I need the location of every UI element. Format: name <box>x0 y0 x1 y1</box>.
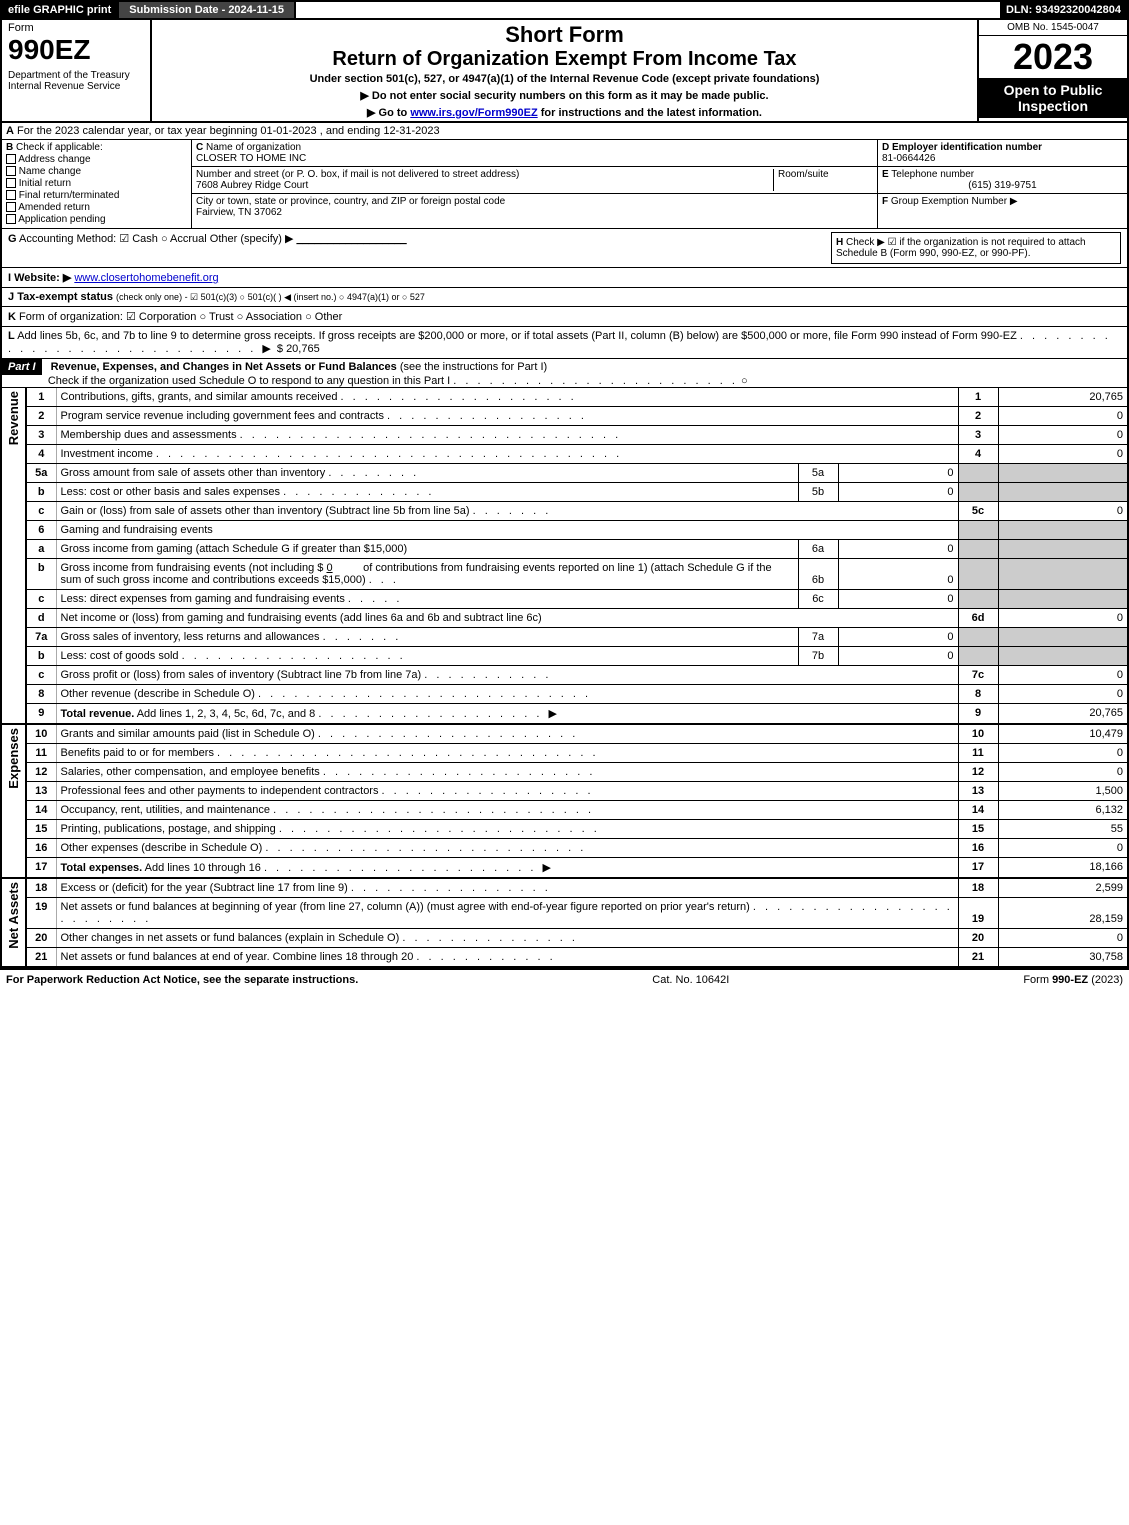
form-of-org-opts[interactable]: ☑ Corporation ○ Trust ○ Association ○ Ot… <box>126 311 342 323</box>
line-6d: d Net income or (loss) from gaming and f… <box>1 609 1128 628</box>
line-21: 21Net assets or fund balances at end of … <box>1 948 1128 968</box>
section-b: B Check if applicable: Address change Na… <box>2 140 192 228</box>
expenses-table: Expenses 10 Grants and similar amounts p… <box>0 725 1129 879</box>
footer-right: Form 990-EZ (2023) <box>1023 974 1123 986</box>
line-5b: b Less: cost or other basis and sales ex… <box>1 483 1128 502</box>
line-7a: 7a Gross sales of inventory, less return… <box>1 628 1128 647</box>
telephone: (615) 319-9751 <box>882 180 1123 191</box>
gross-receipts: $ 20,765 <box>277 343 320 355</box>
line-11: 11Benefits paid to or for members . . . … <box>1 744 1128 763</box>
line-6a: a Gross income from gaming (attach Sched… <box>1 540 1128 559</box>
line-8: 8 Other revenue (describe in Schedule O)… <box>1 685 1128 704</box>
line-1: Revenue 1 Contributions, gifts, grants, … <box>1 388 1128 407</box>
title-block: Short Form Return of Organization Exempt… <box>152 20 977 121</box>
omb-number: OMB No. 1545-0047 <box>979 20 1127 36</box>
accounting-method-opts[interactable]: ☑ Cash ○ Accrual Other (specify) ▶ <box>119 233 293 245</box>
section-g-h: G Accounting Method: ☑ Cash ○ Accrual Ot… <box>0 229 1129 268</box>
form-number: 990EZ <box>8 34 144 66</box>
chk-address-change[interactable]: Address change <box>6 154 187 165</box>
section-a-label: A <box>6 125 14 137</box>
right-block: OMB No. 1545-0047 2023 Open to Public In… <box>977 20 1127 121</box>
line-19: 19Net assets or fund balances at beginni… <box>1 898 1128 929</box>
title-line1: Short Form <box>156 22 973 48</box>
section-e: E Telephone number (615) 319-9751 <box>878 167 1127 194</box>
line-1-amt: 20,765 <box>998 388 1128 407</box>
chk-application-pending[interactable]: Application pending <box>6 214 187 225</box>
ein: 81-0664426 <box>882 153 935 164</box>
tax-year: 2023 <box>979 36 1127 78</box>
section-f: F Group Exemption Number ▶ <box>878 194 1127 209</box>
dept-label: Department of the Treasury Internal Reve… <box>8 70 144 92</box>
line-18: Net Assets 18Excess or (deficit) for the… <box>1 879 1128 898</box>
line-10: Expenses 10 Grants and similar amounts p… <box>1 725 1128 744</box>
efile-label[interactable]: efile GRAPHIC print <box>2 2 117 18</box>
org-name: CLOSER TO HOME INC <box>196 153 306 164</box>
org-name-row: C Name of organization CLOSER TO HOME IN… <box>192 140 877 167</box>
chk-name-change[interactable]: Name change <box>6 166 187 177</box>
page-footer: For Paperwork Reduction Act Notice, see … <box>0 968 1129 990</box>
section-k: K Form of organization: ☑ Corporation ○ … <box>0 307 1129 327</box>
dln: DLN: 93492320042804 <box>1000 2 1127 18</box>
line-9: 9 Total revenue. Add lines 1, 2, 3, 4, 5… <box>1 704 1128 725</box>
line-6c: c Less: direct expenses from gaming and … <box>1 590 1128 609</box>
city-state-zip: Fairview, TN 37062 <box>196 207 282 218</box>
section-j: J Tax-exempt status (check only one) - ☑… <box>0 288 1129 307</box>
subtitle: Under section 501(c), 527, or 4947(a)(1)… <box>156 73 973 85</box>
form-label: Form <box>8 22 144 34</box>
section-h: H Check ▶ ☑ if the organization is not r… <box>831 232 1121 264</box>
chk-initial-return[interactable]: Initial return <box>6 178 187 189</box>
chk-amended-return[interactable]: Amended return <box>6 202 187 213</box>
line-13: 13Professional fees and other payments t… <box>1 782 1128 801</box>
line-16: 16Other expenses (describe in Schedule O… <box>1 839 1128 858</box>
footer-left: For Paperwork Reduction Act Notice, see … <box>6 974 358 986</box>
line-12: 12Salaries, other compensation, and empl… <box>1 763 1128 782</box>
part1-check[interactable]: ○ <box>741 375 748 387</box>
section-a: A For the 2023 calendar year, or tax yea… <box>0 123 1129 140</box>
instruction-2: ▶ Go to www.irs.gov/Form990EZ for instru… <box>156 106 973 119</box>
line-3: 3 Membership dues and assessments . . . … <box>1 426 1128 445</box>
line-15: 15Printing, publications, postage, and s… <box>1 820 1128 839</box>
footer-mid: Cat. No. 10642I <box>652 974 729 986</box>
irs-link[interactable]: www.irs.gov/Form990EZ <box>410 107 537 119</box>
line-6: 6 Gaming and fundraising events <box>1 521 1128 540</box>
topbar: efile GRAPHIC print Submission Date - 20… <box>0 0 1129 20</box>
section-c: C Name of organization CLOSER TO HOME IN… <box>192 140 877 228</box>
netassets-table: Net Assets 18Excess or (deficit) for the… <box>0 879 1129 968</box>
address-row: Number and street (or P. O. box, if mail… <box>192 167 877 194</box>
street-address: 7608 Aubrey Ridge Court <box>196 180 308 191</box>
line-6b: b Gross income from fundraising events (… <box>1 559 1128 590</box>
line-5a: 5a Gross amount from sale of assets othe… <box>1 464 1128 483</box>
section-i: I Website: ▶ www.closertohomebenefit.org <box>0 268 1129 288</box>
open-inspection: Open to Public Inspection <box>979 78 1127 118</box>
submission-date: Submission Date - 2024-11-15 <box>117 2 296 18</box>
line-7b: b Less: cost of goods sold . . . . . . .… <box>1 647 1128 666</box>
city-row: City or town, state or province, country… <box>192 194 877 220</box>
info-box-row: B Check if applicable: Address change Na… <box>0 140 1129 229</box>
form-id-block: Form 990EZ Department of the Treasury In… <box>2 20 152 121</box>
line-14: 14Occupancy, rent, utilities, and mainte… <box>1 801 1128 820</box>
title-line2: Return of Organization Exempt From Incom… <box>156 48 973 71</box>
line-17: 17Total expenses. Add lines 10 through 1… <box>1 858 1128 879</box>
line-2: 2 Program service revenue including gove… <box>1 407 1128 426</box>
id-col: D Employer identification number 81-0664… <box>877 140 1127 228</box>
instruction-1: ▶ Do not enter social security numbers o… <box>156 89 973 102</box>
line-20: 20Other changes in net assets or fund ba… <box>1 929 1128 948</box>
section-d: D Employer identification number 81-0664… <box>878 140 1127 167</box>
section-a-text: For the 2023 calendar year, or tax year … <box>17 125 440 137</box>
website-link[interactable]: www.closertohomebenefit.org <box>74 272 218 284</box>
line-5c: c Gain or (loss) from sale of assets oth… <box>1 502 1128 521</box>
line-7c: c Gross profit or (loss) from sales of i… <box>1 666 1128 685</box>
revenue-table: Revenue 1 Contributions, gifts, grants, … <box>0 388 1129 725</box>
section-l: L Add lines 5b, 6c, and 7b to line 9 to … <box>0 327 1129 359</box>
chk-final-return[interactable]: Final return/terminated <box>6 190 187 201</box>
form-header: Form 990EZ Department of the Treasury In… <box>0 20 1129 123</box>
part1-header: Part I Revenue, Expenses, and Changes in… <box>0 359 1129 388</box>
line-4: 4 Investment income . . . . . . . . . . … <box>1 445 1128 464</box>
